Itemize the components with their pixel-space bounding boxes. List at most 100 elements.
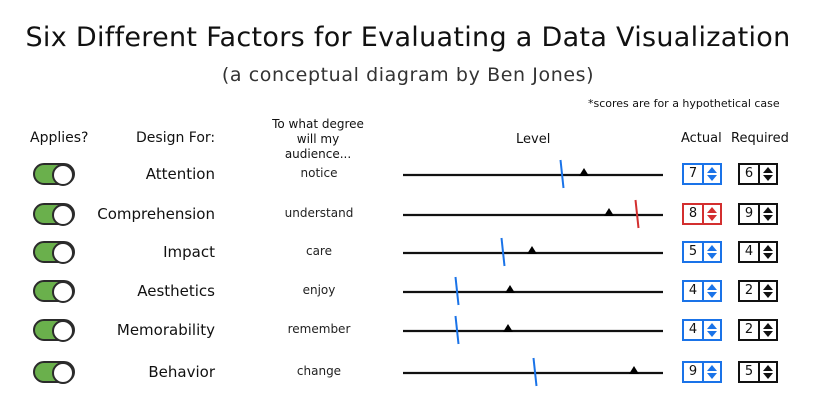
actual-score-stepper-value: 9 (688, 364, 698, 379)
factor-label: Attention (145, 165, 215, 183)
factor-label: Impact (163, 243, 215, 261)
required-level-marker[interactable] (454, 315, 460, 345)
required-score-stepper-arrows[interactable] (758, 205, 776, 223)
required-score-stepper[interactable]: 4 (738, 241, 778, 263)
header-degree: To what degree will my audience... (272, 117, 364, 161)
audience-verb: change (296, 364, 342, 378)
required-score-stepper-value: 2 (744, 283, 754, 298)
actual-score-stepper-value: 4 (688, 283, 698, 298)
applies-toggle[interactable] (33, 280, 75, 303)
arrow-up-icon[interactable] (763, 167, 773, 173)
diagram-title: Six Different Factors for Evaluating a D… (25, 22, 791, 53)
actual-level-marker[interactable] (503, 324, 513, 332)
required-score-stepper-arrows[interactable] (758, 363, 776, 381)
arrow-up-icon[interactable] (707, 323, 717, 329)
toggle-knob (52, 362, 74, 384)
applies-toggle[interactable] (33, 361, 75, 384)
arrow-down-icon[interactable] (763, 292, 773, 298)
required-score-stepper-arrows[interactable] (758, 165, 776, 183)
audience-verb: remember (287, 322, 351, 336)
factor-label: Memorability (116, 321, 215, 339)
toggle-knob (52, 204, 74, 226)
actual-score-stepper-value: 8 (688, 206, 698, 221)
header-required: Required (731, 131, 789, 146)
arrow-up-icon[interactable] (707, 167, 717, 173)
arrow-up-icon[interactable] (763, 284, 773, 290)
required-score-stepper[interactable]: 6 (738, 163, 778, 185)
actual-score-stepper-arrows[interactable] (702, 205, 720, 223)
actual-level-marker[interactable] (505, 285, 515, 293)
actual-level-marker[interactable] (527, 246, 537, 254)
arrow-up-icon[interactable] (763, 207, 773, 213)
actual-level-marker[interactable] (579, 168, 589, 176)
audience-verb: care (305, 244, 332, 258)
required-score-stepper-value: 9 (744, 206, 754, 221)
arrow-up-icon[interactable] (763, 245, 773, 251)
audience-verb: understand (284, 206, 354, 220)
arrow-down-icon[interactable] (707, 175, 717, 181)
arrow-up-icon[interactable] (763, 365, 773, 371)
actual-score-stepper-value: 4 (688, 322, 698, 337)
header-actual: Actual (681, 131, 722, 146)
applies-toggle[interactable] (33, 241, 75, 264)
required-score-stepper-arrows[interactable] (758, 282, 776, 300)
actual-score-stepper-arrows[interactable] (702, 165, 720, 183)
arrow-down-icon[interactable] (763, 215, 773, 221)
required-level-marker[interactable] (454, 276, 460, 306)
required-score-stepper-value: 4 (744, 244, 754, 259)
actual-score-stepper[interactable]: 4 (682, 280, 722, 302)
arrow-down-icon[interactable] (763, 175, 773, 181)
header-level: Level (516, 132, 551, 147)
required-level-marker[interactable] (559, 159, 565, 189)
arrow-down-icon[interactable] (763, 373, 773, 379)
arrow-up-icon[interactable] (763, 323, 773, 329)
required-score-stepper[interactable]: 9 (738, 203, 778, 225)
actual-score-stepper-value: 7 (688, 166, 698, 181)
required-score-stepper[interactable]: 2 (738, 319, 778, 341)
arrow-up-icon[interactable] (707, 365, 717, 371)
factor-label: Comprehension (97, 205, 215, 223)
required-score-stepper-arrows[interactable] (758, 243, 776, 261)
toggle-knob (52, 320, 74, 342)
arrow-up-icon[interactable] (707, 245, 717, 251)
audience-verb: enjoy (302, 283, 336, 297)
factor-label: Behavior (148, 363, 215, 381)
arrow-up-icon[interactable] (707, 207, 717, 213)
applies-toggle[interactable] (33, 203, 75, 226)
actual-score-stepper[interactable]: 7 (682, 163, 722, 185)
audience-verb: notice (300, 166, 338, 180)
actual-score-stepper-value: 5 (688, 244, 698, 259)
arrow-down-icon[interactable] (707, 253, 717, 259)
arrow-down-icon[interactable] (707, 373, 717, 379)
actual-score-stepper-arrows[interactable] (702, 363, 720, 381)
arrow-up-icon[interactable] (707, 284, 717, 290)
diagram-subtitle: (a conceptual diagram by Ben Jones) (221, 64, 595, 86)
arrow-down-icon[interactable] (707, 215, 717, 221)
footnote: *scores are for a hypothetical case (588, 97, 780, 110)
required-level-marker[interactable] (532, 357, 538, 387)
arrow-down-icon[interactable] (707, 331, 717, 337)
actual-score-stepper-arrows[interactable] (702, 282, 720, 300)
actual-score-stepper[interactable]: 5 (682, 241, 722, 263)
actual-score-stepper-arrows[interactable] (702, 243, 720, 261)
applies-toggle[interactable] (33, 319, 75, 342)
actual-score-stepper[interactable]: 9 (682, 361, 722, 383)
toggle-knob (52, 242, 74, 264)
actual-score-stepper-arrows[interactable] (702, 321, 720, 339)
actual-score-stepper[interactable]: 4 (682, 319, 722, 341)
required-score-stepper[interactable]: 2 (738, 280, 778, 302)
actual-level-marker[interactable] (629, 366, 639, 374)
required-score-stepper-arrows[interactable] (758, 321, 776, 339)
required-score-stepper[interactable]: 5 (738, 361, 778, 383)
arrow-down-icon[interactable] (707, 292, 717, 298)
arrow-down-icon[interactable] (763, 331, 773, 337)
toggle-knob (52, 281, 74, 303)
required-level-marker[interactable] (500, 237, 506, 267)
required-level-marker[interactable] (634, 199, 640, 229)
actual-level-marker[interactable] (604, 208, 614, 216)
arrow-down-icon[interactable] (763, 253, 773, 259)
applies-toggle[interactable] (33, 163, 75, 186)
toggle-knob (52, 164, 74, 186)
header-design-for: Design For: (136, 130, 216, 146)
actual-score-stepper[interactable]: 8 (682, 203, 722, 225)
